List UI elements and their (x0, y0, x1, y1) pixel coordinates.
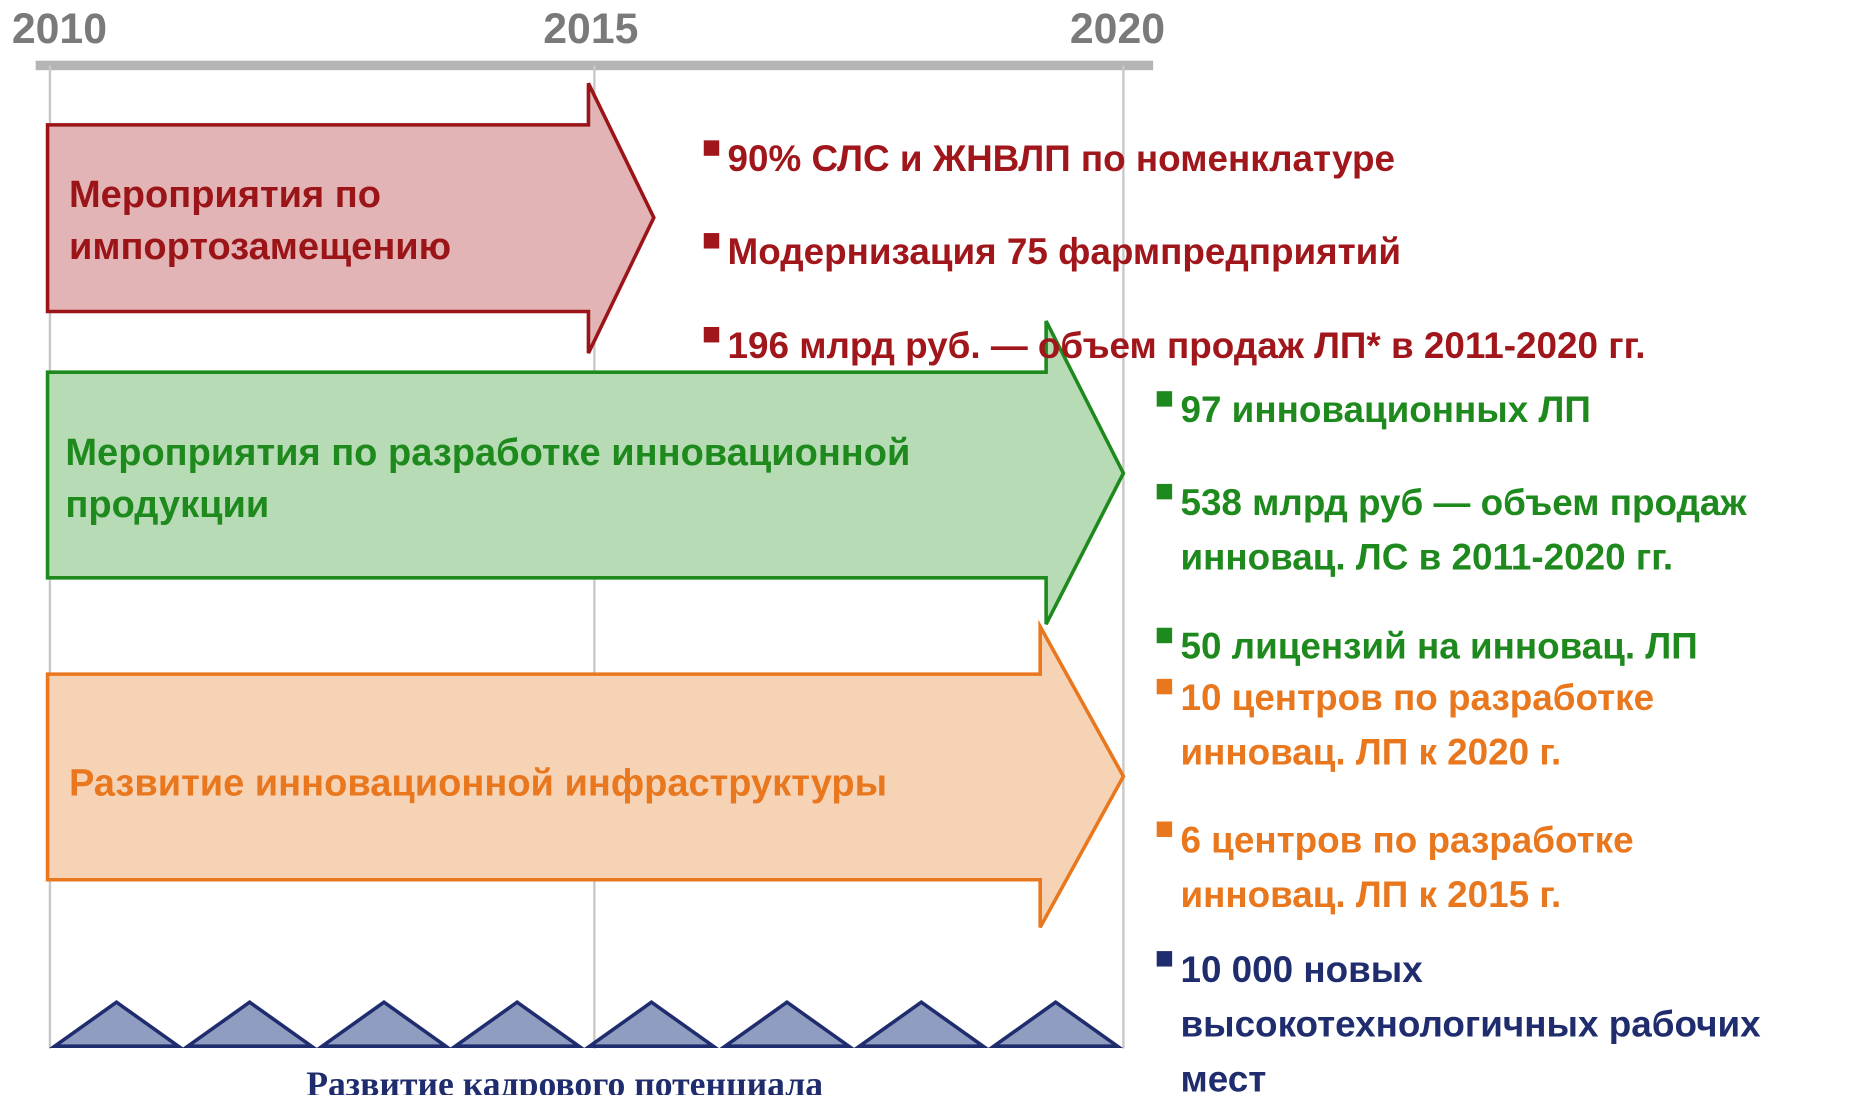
result-item: мест (1180, 1058, 1266, 1095)
bullet (703, 140, 720, 156)
arrow-label: продукции (65, 484, 269, 526)
result-item: инновац. ЛП к 2020 г. (1180, 731, 1561, 772)
result-item: Модернизация 75 фармпредприятий (728, 231, 1401, 272)
result-item: 50 лицензий на инновац. ЛП (1180, 626, 1697, 667)
arrow (45, 619, 1126, 929)
result-item: 90% СЛС и ЖНВЛП по номенклатуре (728, 138, 1395, 179)
result-item: 10 000 новых (1180, 949, 1423, 990)
triangle (584, 1000, 719, 1048)
result-item: 538 млрд руб — объем продаж (1180, 482, 1747, 523)
year-label: 2015 (543, 5, 638, 53)
triangle (449, 1000, 585, 1048)
bullet (1156, 678, 1173, 695)
triangle (182, 1000, 318, 1048)
bullet (1156, 821, 1173, 837)
result-item: 97 инновационных ЛП (1180, 389, 1590, 430)
arrow-label: импортозамещению (69, 226, 451, 268)
year-label: 2020 (1070, 5, 1165, 53)
triangle (316, 1000, 452, 1048)
footer: Развитие кадрового потенциала (306, 1064, 823, 1095)
year-label: 2010 (12, 5, 107, 53)
triangle (988, 1000, 1124, 1048)
bullet (703, 326, 720, 343)
triangle (853, 1000, 989, 1048)
bullet (703, 233, 720, 249)
arrow-label: Мероприятия по (69, 174, 381, 216)
result-item: 6 центров по разработке (1180, 819, 1633, 860)
bullet (1156, 391, 1173, 407)
result-item: 10 центров по разработке (1180, 677, 1654, 718)
triangle (719, 1000, 855, 1048)
bullet (1156, 627, 1173, 644)
result-item: инновац. ЛП к 2015 г. (1180, 874, 1561, 915)
triangle (49, 1000, 184, 1048)
result-item: высокотехнологичных рабочих (1180, 1004, 1761, 1045)
result-item: инновац. ЛС в 2011-2020 гг. (1180, 536, 1673, 577)
arrow (45, 320, 1126, 625)
bullet (1156, 951, 1173, 967)
arrow (45, 82, 656, 354)
arrow-label: Развитие инновационной инфраструктуры (69, 762, 887, 804)
result-item: 196 млрд руб. — объем продаж ЛП* в 2011-… (728, 325, 1646, 366)
triangles (49, 1000, 1124, 1048)
bullet (1156, 483, 1173, 500)
arrow-label: Мероприятия по разработке инновационной (65, 432, 910, 474)
